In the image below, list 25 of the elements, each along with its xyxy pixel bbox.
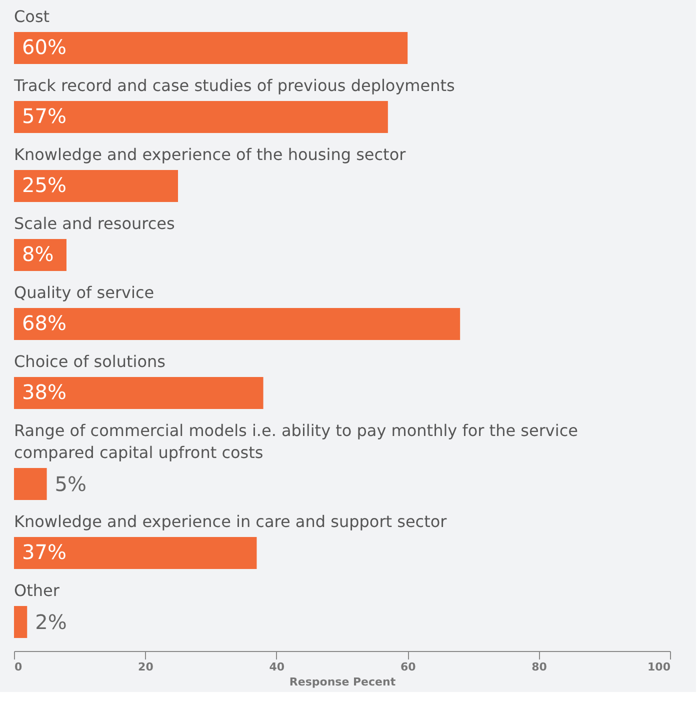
y-tick-label: Other bbox=[14, 581, 60, 600]
y-tick-label: Cost bbox=[14, 7, 50, 26]
y-tick-label: Scale and resources bbox=[14, 214, 175, 233]
y-tick-label: Choice of solutions bbox=[14, 352, 166, 371]
data-label: 2% bbox=[35, 610, 67, 634]
data-label: 37% bbox=[22, 540, 66, 564]
x-tick-label: 100 bbox=[648, 660, 671, 674]
x-tick-label: 20 bbox=[138, 660, 154, 674]
data-label: 38% bbox=[22, 380, 66, 404]
data-label: 57% bbox=[22, 104, 66, 128]
y-tick-label: Range of commercial models i.e. ability to pay monthly for the service compared capital upfront costs bbox=[14, 421, 578, 462]
y-tick-label: Knowledge and experience in care and support sector bbox=[14, 512, 448, 531]
x-axis-title: Response Pecent bbox=[289, 676, 396, 688]
x-tick-label: 40 bbox=[269, 660, 285, 674]
y-tick-label: Quality of service bbox=[14, 283, 154, 302]
y-tick-label: Track record and case studies of previous deployments bbox=[13, 76, 455, 95]
data-label: 8% bbox=[22, 242, 54, 266]
y-tick-label: Knowledge and experience of the housing sector bbox=[14, 145, 406, 164]
data-label: 60% bbox=[22, 35, 66, 59]
data-label: 68% bbox=[22, 311, 66, 335]
x-tick-label: 0 bbox=[14, 660, 22, 674]
data-label: 5% bbox=[54, 472, 87, 496]
x-tick-label: 80 bbox=[532, 660, 548, 674]
x-tick-label: 60 bbox=[400, 660, 416, 674]
data-label: 25% bbox=[22, 173, 66, 197]
